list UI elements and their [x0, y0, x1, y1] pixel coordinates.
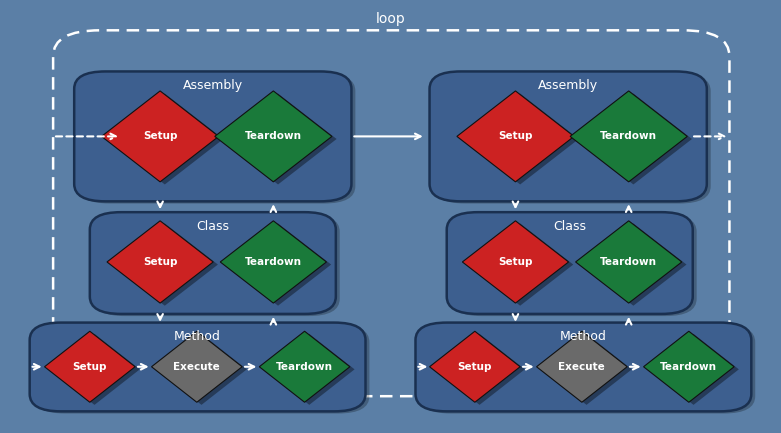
Polygon shape	[648, 334, 739, 405]
FancyBboxPatch shape	[94, 214, 340, 316]
Polygon shape	[467, 223, 573, 306]
Text: Execute: Execute	[558, 362, 605, 372]
Polygon shape	[259, 331, 350, 402]
Text: loop: loop	[376, 12, 405, 26]
FancyBboxPatch shape	[433, 74, 711, 204]
Polygon shape	[434, 334, 525, 405]
FancyBboxPatch shape	[34, 325, 369, 414]
Polygon shape	[49, 334, 140, 405]
Text: Method: Method	[174, 330, 221, 343]
Polygon shape	[576, 221, 682, 303]
Polygon shape	[225, 223, 331, 306]
Polygon shape	[220, 221, 326, 303]
FancyBboxPatch shape	[74, 71, 351, 201]
FancyBboxPatch shape	[415, 323, 751, 411]
Text: Assembly: Assembly	[183, 79, 243, 92]
Polygon shape	[152, 331, 242, 402]
Text: Setup: Setup	[458, 362, 492, 372]
Text: Teardown: Teardown	[276, 362, 333, 372]
FancyBboxPatch shape	[430, 71, 707, 201]
Polygon shape	[112, 223, 218, 306]
Polygon shape	[102, 91, 219, 182]
FancyBboxPatch shape	[90, 212, 336, 314]
Text: Setup: Setup	[498, 131, 533, 142]
Text: Setup: Setup	[498, 257, 533, 267]
Polygon shape	[462, 221, 569, 303]
Polygon shape	[644, 331, 734, 402]
Polygon shape	[457, 91, 574, 182]
Polygon shape	[106, 94, 223, 184]
Polygon shape	[219, 94, 337, 184]
FancyBboxPatch shape	[451, 214, 697, 316]
Text: Setup: Setup	[143, 257, 177, 267]
Text: Class: Class	[196, 220, 230, 233]
Text: Setup: Setup	[143, 131, 177, 142]
FancyBboxPatch shape	[447, 212, 693, 314]
Polygon shape	[541, 334, 632, 405]
Text: Method: Method	[560, 330, 607, 343]
FancyBboxPatch shape	[419, 325, 755, 414]
Polygon shape	[107, 221, 213, 303]
FancyBboxPatch shape	[78, 74, 355, 204]
Polygon shape	[570, 91, 687, 182]
Text: Setup: Setup	[73, 362, 107, 372]
Polygon shape	[156, 334, 247, 405]
Polygon shape	[537, 331, 627, 402]
Text: Teardown: Teardown	[601, 131, 657, 142]
Polygon shape	[575, 94, 692, 184]
FancyBboxPatch shape	[30, 323, 366, 411]
Text: Assembly: Assembly	[538, 79, 598, 92]
Text: Class: Class	[553, 220, 587, 233]
Text: Teardown: Teardown	[245, 257, 301, 267]
Text: Teardown: Teardown	[245, 131, 301, 142]
Text: Teardown: Teardown	[601, 257, 657, 267]
Polygon shape	[264, 334, 355, 405]
Polygon shape	[580, 223, 686, 306]
Polygon shape	[215, 91, 332, 182]
Polygon shape	[45, 331, 135, 402]
Polygon shape	[430, 331, 520, 402]
Polygon shape	[462, 94, 579, 184]
Text: Teardown: Teardown	[661, 362, 717, 372]
Text: Execute: Execute	[173, 362, 220, 372]
